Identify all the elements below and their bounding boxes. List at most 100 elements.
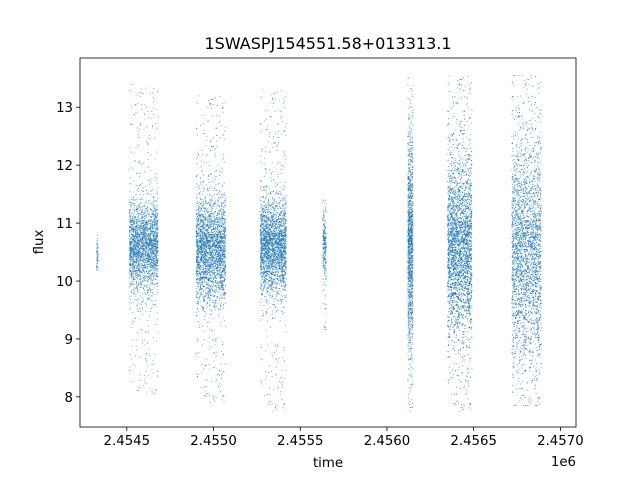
- data-point: [212, 226, 214, 228]
- data-point: [147, 299, 149, 301]
- data-point: [137, 270, 139, 271]
- data-point: [198, 211, 200, 213]
- data-point: [150, 262, 152, 264]
- data-point: [210, 257, 212, 259]
- data-point: [131, 83, 133, 85]
- data-point: [212, 220, 213, 222]
- data-point: [211, 271, 213, 273]
- data-point: [129, 241, 130, 243]
- data-point: [135, 234, 137, 236]
- data-point: [129, 370, 130, 372]
- data-point: [134, 243, 136, 245]
- data-point: [154, 240, 155, 242]
- data-point: [208, 202, 210, 204]
- data-point: [153, 267, 155, 269]
- data-point: [151, 111, 153, 113]
- data-point: [137, 228, 139, 230]
- data-point: [135, 349, 137, 351]
- data-point: [133, 216, 135, 218]
- data-point: [199, 289, 200, 291]
- data-point: [213, 194, 215, 195]
- data-point: [208, 284, 210, 286]
- data-point: [134, 207, 135, 209]
- data-point: [137, 234, 139, 236]
- data-point: [153, 232, 155, 234]
- data-point: [212, 232, 213, 233]
- data-point: [141, 236, 143, 238]
- data-point: [222, 226, 224, 228]
- data-point: [141, 271, 143, 273]
- data-point: [157, 332, 159, 334]
- data-point: [141, 238, 143, 240]
- data-point: [153, 252, 155, 254]
- data-point: [144, 344, 146, 346]
- data-point: [206, 154, 208, 156]
- data-point: [143, 248, 145, 250]
- data-point: [130, 381, 132, 383]
- data-point: [144, 213, 146, 215]
- data-point: [134, 241, 136, 243]
- data-point: [202, 281, 204, 283]
- data-point: [156, 222, 158, 224]
- data-point: [210, 216, 212, 218]
- data-point: [143, 256, 144, 258]
- data-point: [201, 246, 203, 248]
- data-point: [208, 258, 210, 260]
- data-point: [135, 210, 137, 211]
- data-point: [157, 220, 159, 222]
- data-point: [148, 246, 150, 248]
- data-point: [217, 199, 218, 201]
- data-point: [133, 248, 135, 249]
- data-point: [149, 299, 151, 301]
- data-point: [145, 209, 147, 211]
- data-point: [223, 235, 225, 236]
- data-point: [224, 270, 226, 272]
- data-point: [224, 240, 226, 242]
- data-point: [206, 232, 208, 234]
- data-point: [133, 221, 135, 223]
- data-point: [129, 253, 131, 255]
- data-point: [223, 212, 225, 214]
- data-point: [134, 223, 135, 225]
- data-point: [140, 246, 142, 248]
- data-point: [130, 242, 132, 244]
- data-point: [130, 250, 132, 252]
- data-point: [220, 236, 222, 238]
- data-point: [149, 216, 151, 218]
- data-point: [220, 363, 222, 365]
- data-point: [136, 254, 138, 256]
- data-point: [199, 235, 200, 237]
- data-point: [224, 325, 226, 327]
- data-point: [135, 248, 137, 250]
- data-point: [206, 293, 208, 294]
- data-point: [211, 271, 212, 273]
- data-point: [141, 262, 143, 264]
- data-point: [152, 262, 154, 264]
- data-point: [157, 235, 159, 237]
- data-point: [141, 339, 143, 341]
- data-point: [224, 231, 226, 233]
- data-point: [96, 247, 97, 249]
- data-point: [143, 219, 145, 221]
- data-point: [139, 387, 141, 388]
- data-point: [139, 287, 141, 289]
- data-point: [147, 236, 149, 238]
- data-point: [196, 240, 198, 242]
- data-point: [134, 248, 136, 250]
- data-point: [215, 184, 217, 185]
- data-point: [140, 232, 142, 234]
- data-point: [133, 250, 135, 252]
- data-point: [137, 237, 139, 239]
- data-point: [140, 228, 142, 230]
- data-point: [129, 268, 131, 270]
- data-point: [143, 220, 145, 222]
- data-point: [147, 152, 149, 153]
- data-point: [199, 223, 201, 225]
- data-point: [148, 289, 150, 291]
- data-point: [150, 238, 152, 239]
- data-point: [147, 126, 149, 128]
- data-point: [131, 249, 133, 251]
- data-point: [154, 214, 156, 216]
- data-point: [206, 268, 208, 270]
- data-point: [224, 242, 226, 244]
